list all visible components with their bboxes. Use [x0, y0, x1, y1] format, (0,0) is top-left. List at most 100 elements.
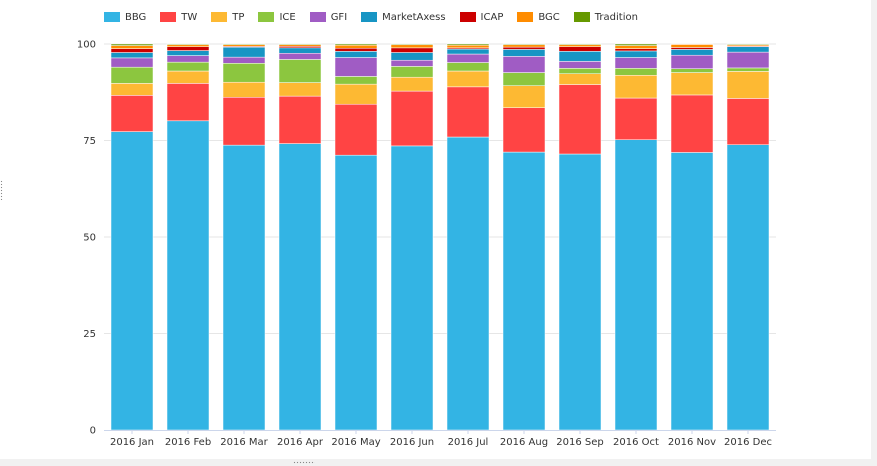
- bar-segment-tw[interactable]: [222, 97, 266, 146]
- bar-segment-tp[interactable]: [614, 75, 658, 99]
- bar-segment-gfi[interactable]: [110, 57, 154, 68]
- bar-segment-gfi[interactable]: [166, 55, 210, 63]
- bar-segment-ice[interactable]: [502, 72, 546, 86]
- bar-segment-bgc[interactable]: [502, 44, 546, 48]
- bar-segment-tp[interactable]: [278, 82, 322, 97]
- bar-segment-bgc[interactable]: [558, 44, 602, 47]
- bar-segment-tradition[interactable]: [726, 43, 770, 46]
- bar-segment-marketaxess[interactable]: [558, 51, 602, 62]
- legend-item-gfi[interactable]: GFI: [309, 12, 347, 23]
- bar-segment-icap[interactable]: [390, 47, 434, 53]
- resize-handle-left[interactable]: [0, 180, 3, 200]
- bar-segment-bbg[interactable]: [390, 145, 434, 431]
- bar-segment-bbg[interactable]: [222, 144, 266, 431]
- bar-segment-bbg[interactable]: [166, 120, 210, 431]
- bar-segment-bbg[interactable]: [502, 151, 546, 431]
- bar-segment-marketaxess[interactable]: [334, 51, 378, 58]
- bar-segment-ice[interactable]: [446, 62, 490, 72]
- bar-segment-gfi[interactable]: [558, 61, 602, 69]
- bar-segment-tw[interactable]: [726, 98, 770, 145]
- bar-segment-tp[interactable]: [390, 76, 434, 92]
- bar-segment-ice[interactable]: [670, 68, 714, 73]
- bar-segment-gfi[interactable]: [334, 57, 378, 77]
- bar-segment-ice[interactable]: [110, 66, 154, 84]
- bar-segment-marketaxess[interactable]: [278, 47, 322, 54]
- bar-segment-marketaxess[interactable]: [502, 49, 546, 57]
- bar-segment-bbg[interactable]: [446, 136, 490, 431]
- bar-segment-tp[interactable]: [558, 73, 602, 85]
- bar-segment-bbg[interactable]: [670, 152, 714, 431]
- resize-handle-bottom[interactable]: [293, 461, 315, 464]
- bar-segment-tradition[interactable]: [614, 43, 658, 46]
- bar-segment-tw[interactable]: [614, 97, 658, 140]
- bar-segment-tp[interactable]: [166, 70, 210, 84]
- bar-segment-bbg[interactable]: [558, 153, 602, 431]
- bar-segment-icap[interactable]: [166, 46, 210, 51]
- bar-segment-tradition[interactable]: [390, 43, 434, 46]
- bar-segment-tp[interactable]: [222, 81, 266, 98]
- legend-item-bbg[interactable]: BBG: [104, 12, 146, 23]
- bar-segment-gfi[interactable]: [670, 54, 714, 69]
- bar-segment-tradition[interactable]: [278, 43, 322, 46]
- bar-segment-tp[interactable]: [110, 83, 154, 96]
- bar-segment-bgc[interactable]: [334, 44, 378, 49]
- bar-segment-marketaxess[interactable]: [446, 48, 490, 55]
- bar-segment-icap[interactable]: [614, 48, 658, 52]
- bar-segment-marketaxess[interactable]: [110, 52, 154, 59]
- bar-segment-bgc[interactable]: [110, 45, 154, 49]
- legend-item-marketaxess[interactable]: MarketAxess: [361, 12, 446, 23]
- bar-segment-ice[interactable]: [390, 66, 434, 78]
- bar-segment-bgc[interactable]: [614, 45, 658, 49]
- legend-item-ice[interactable]: ICE: [258, 12, 296, 23]
- bar-segment-tradition[interactable]: [166, 43, 210, 46]
- bar-segment-ice[interactable]: [614, 68, 658, 76]
- legend-item-tp[interactable]: TP: [211, 12, 244, 23]
- legend-item-tradition[interactable]: Tradition: [573, 12, 638, 23]
- bar-segment-ice[interactable]: [334, 76, 378, 85]
- bar-segment-ice[interactable]: [558, 68, 602, 74]
- bar-segment-ice[interactable]: [222, 63, 266, 83]
- bar-segment-bbg[interactable]: [110, 131, 154, 431]
- bar-segment-tw[interactable]: [166, 83, 210, 122]
- bar-segment-bgc[interactable]: [390, 44, 434, 49]
- bar-segment-tw[interactable]: [502, 107, 546, 153]
- bar-segment-gfi[interactable]: [278, 53, 322, 60]
- bar-segment-tw[interactable]: [390, 90, 434, 147]
- bar-segment-gfi[interactable]: [222, 56, 266, 64]
- bar-segment-tradition[interactable]: [502, 43, 546, 46]
- bar-segment-icap[interactable]: [502, 46, 546, 50]
- bar-segment-tp[interactable]: [334, 83, 378, 105]
- bar-segment-gfi[interactable]: [726, 51, 770, 69]
- bar-segment-bbg[interactable]: [614, 139, 658, 431]
- bar-segment-marketaxess[interactable]: [390, 52, 434, 61]
- bar-segment-ice[interactable]: [278, 59, 322, 83]
- bar-segment-tw[interactable]: [670, 94, 714, 153]
- bar-segment-icap[interactable]: [334, 47, 378, 52]
- bar-segment-tw[interactable]: [110, 95, 154, 132]
- bar-segment-gfi[interactable]: [446, 53, 490, 63]
- legend-item-bgc[interactable]: BGC: [517, 12, 560, 23]
- bar-segment-gfi[interactable]: [614, 57, 658, 69]
- bar-segment-icap[interactable]: [670, 47, 714, 50]
- bar-segment-bbg[interactable]: [278, 143, 322, 431]
- bar-segment-gfi[interactable]: [390, 59, 434, 67]
- bar-segment-tradition[interactable]: [222, 43, 266, 46]
- bar-segment-bgc[interactable]: [446, 44, 490, 49]
- bar-segment-gfi[interactable]: [502, 56, 546, 73]
- bar-segment-icap[interactable]: [110, 48, 154, 53]
- bar-segment-bbg[interactable]: [726, 144, 770, 431]
- bar-segment-tw[interactable]: [278, 95, 322, 144]
- bar-segment-marketaxess[interactable]: [670, 49, 714, 56]
- bar-segment-bbg[interactable]: [334, 154, 378, 431]
- bar-segment-tw[interactable]: [446, 86, 490, 138]
- bar-segment-icap[interactable]: [558, 46, 602, 52]
- bar-segment-bgc[interactable]: [166, 44, 210, 47]
- bar-segment-tw[interactable]: [558, 84, 602, 155]
- bar-segment-tradition[interactable]: [558, 43, 602, 46]
- bar-segment-bgc[interactable]: [670, 44, 714, 48]
- bar-segment-tp[interactable]: [726, 71, 770, 99]
- bar-segment-tp[interactable]: [502, 85, 546, 108]
- bar-segment-ice[interactable]: [726, 67, 770, 72]
- bar-segment-ice[interactable]: [166, 61, 210, 72]
- legend-item-tw[interactable]: TW: [160, 12, 197, 23]
